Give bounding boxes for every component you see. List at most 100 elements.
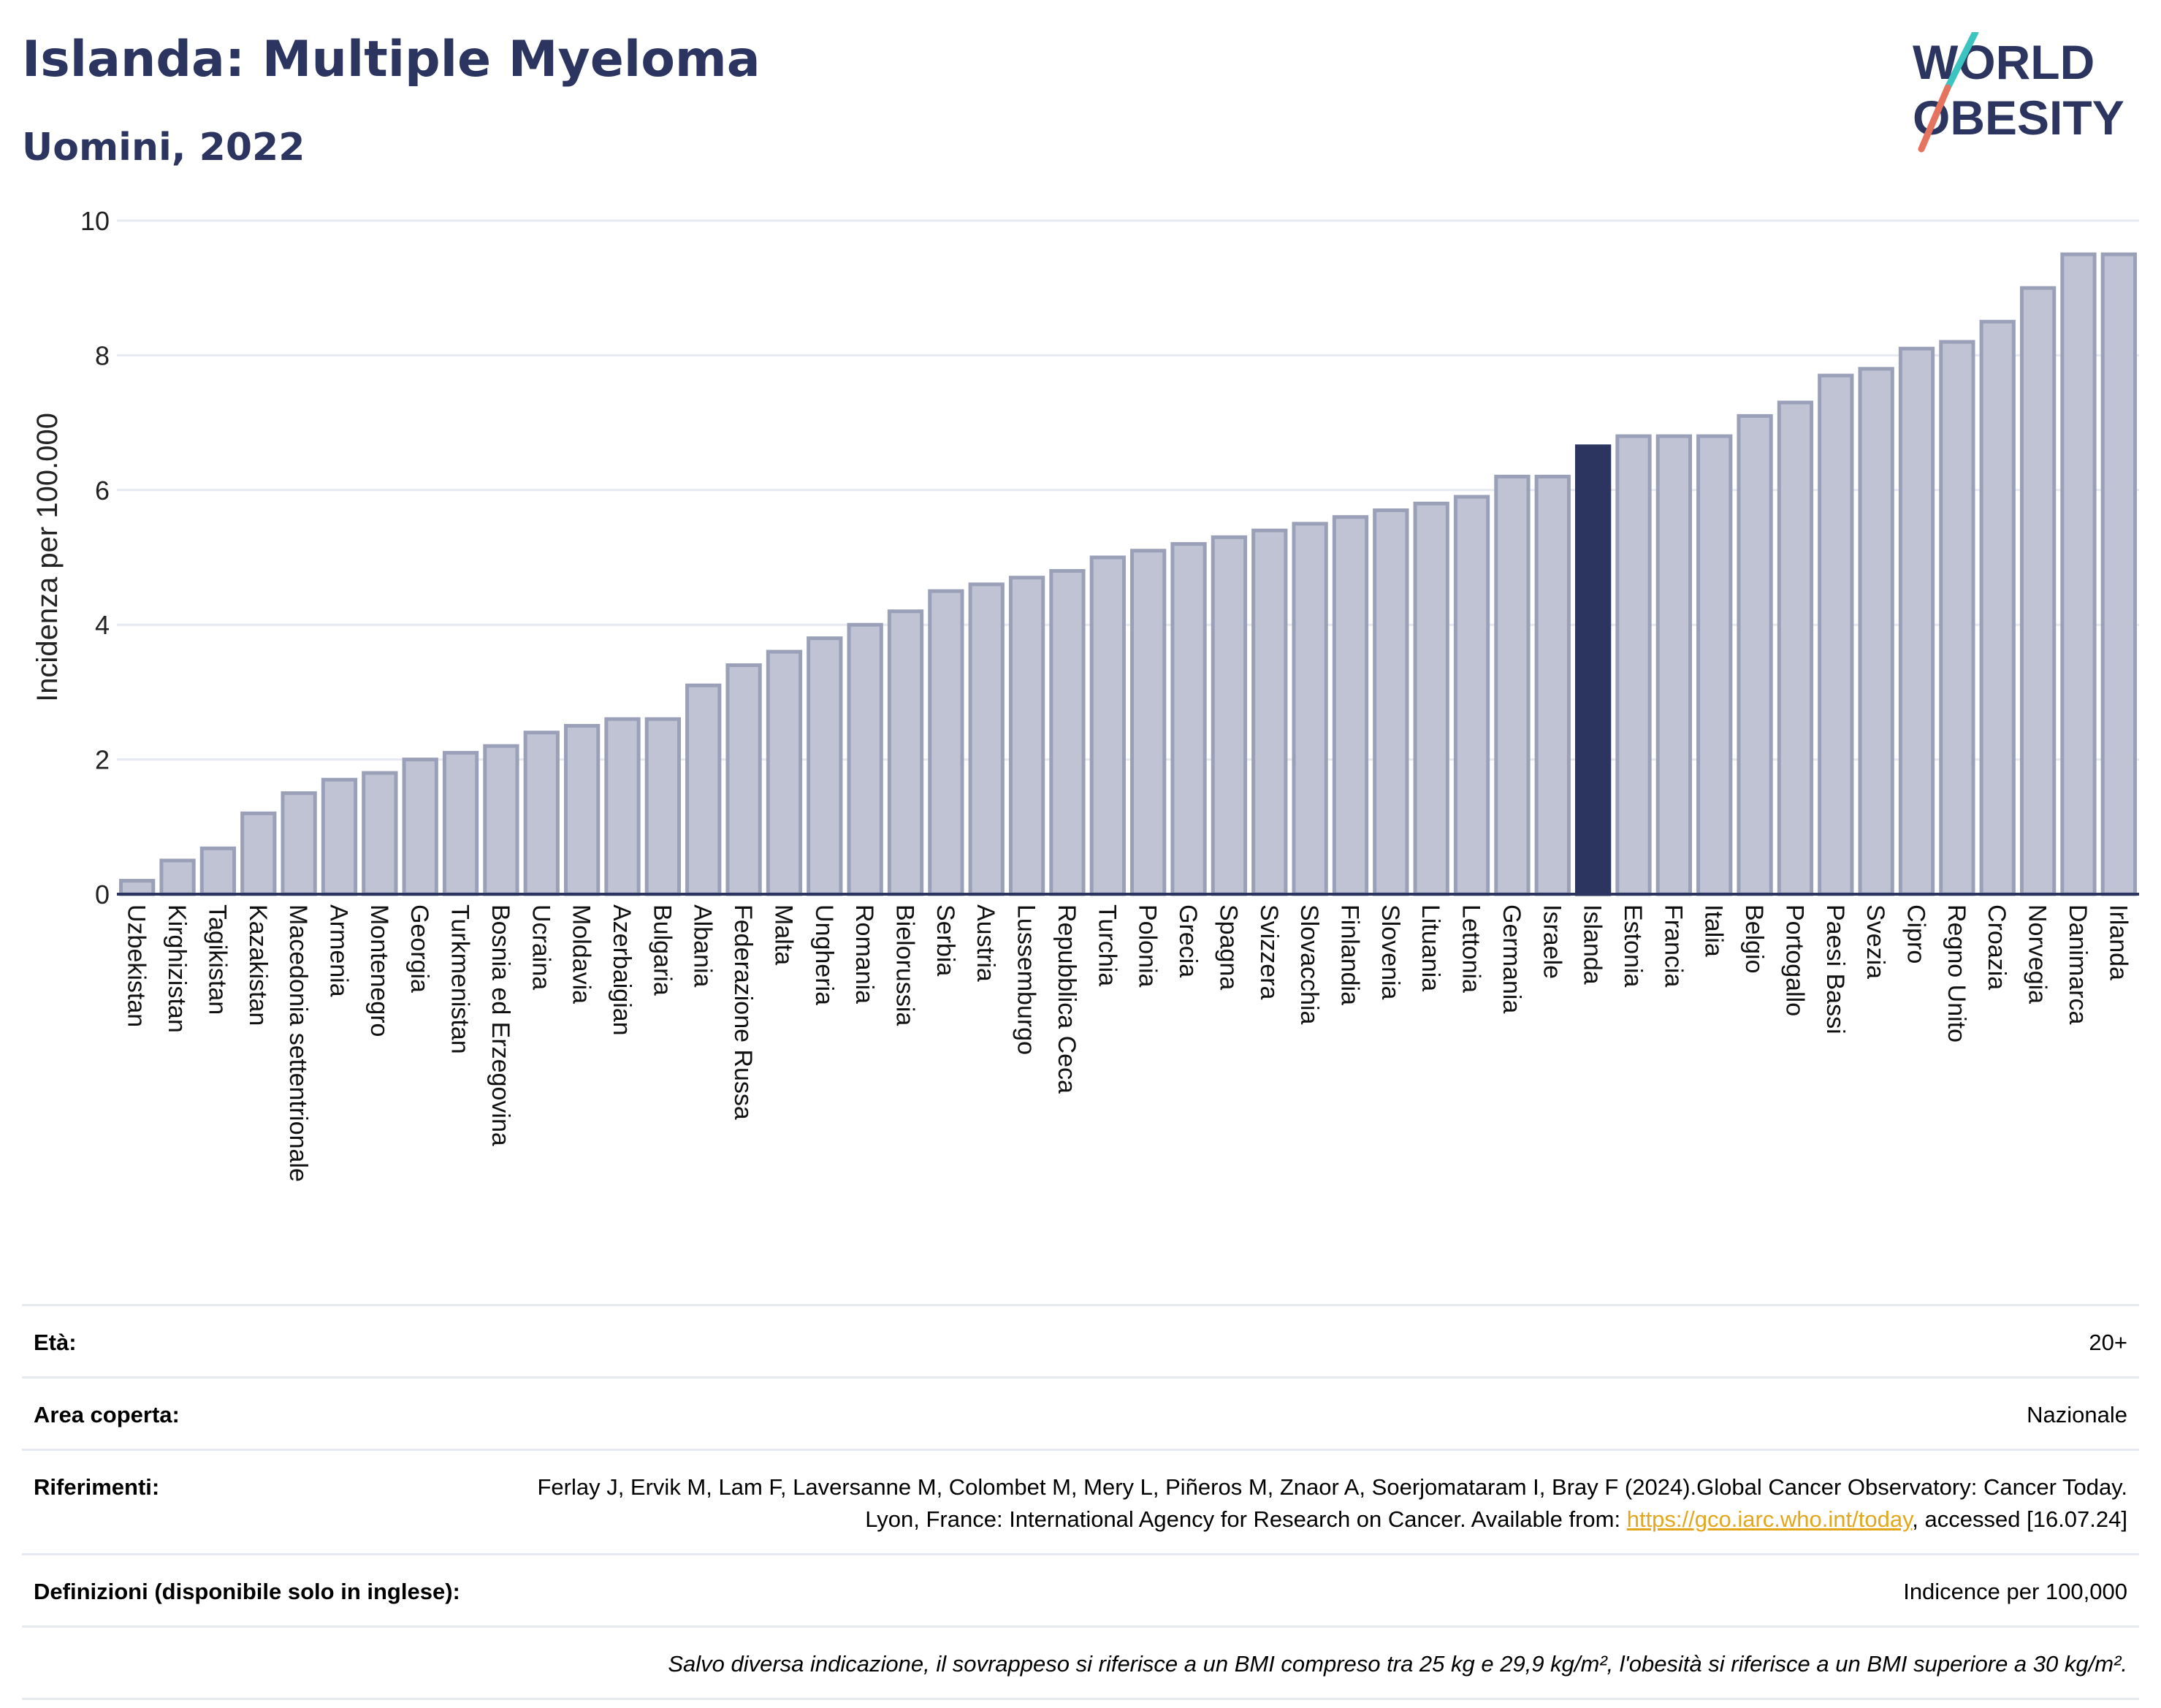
bar <box>604 717 641 896</box>
x-tick-label: Lituania <box>1417 904 1444 991</box>
y-tick-label: 8 <box>95 340 110 370</box>
bar <box>1170 542 1207 896</box>
references-link[interactable]: https://gco.iarc.who.int/today <box>1626 1506 1913 1532</box>
bar <box>1130 549 1167 896</box>
bar <box>1818 373 1854 896</box>
bar <box>563 724 601 896</box>
bar <box>847 622 883 896</box>
x-tick-label: Tagikistan <box>203 904 231 1015</box>
x-tick-label: Croazia <box>1983 904 2011 990</box>
bar <box>1939 340 1975 896</box>
bar <box>1292 522 1328 896</box>
bar <box>1615 434 1652 896</box>
bar <box>1251 528 1288 896</box>
x-tick-label: Spagna <box>1214 904 1242 990</box>
info-table: Età: 20+ Area coperta: Nazionale Riferim… <box>22 1304 2139 1700</box>
x-tick-label: Irlanda <box>2104 904 2132 980</box>
x-tick-label: Kirghizistan <box>163 904 191 1033</box>
x-tick-label: Moldavia <box>568 904 595 1004</box>
bar <box>1858 367 1894 896</box>
page-title: Islanda: Multiple Myeloma <box>22 31 761 88</box>
info-row-area: Area coperta: Nazionale <box>22 1376 2139 1449</box>
bar <box>968 582 1005 896</box>
x-tick-label: Paesi Bassi <box>1821 904 1849 1034</box>
bar <box>199 846 237 896</box>
references-label: Riferimenti: <box>34 1474 160 1500</box>
bar <box>644 717 682 896</box>
bar <box>1332 515 1369 896</box>
bar <box>2019 286 2057 896</box>
bar <box>523 731 560 896</box>
area-label: Area coperta: <box>34 1402 180 1427</box>
bar <box>321 777 358 896</box>
info-row-note: Salvo diversa indicazione, il sovrappeso… <box>22 1625 2139 1700</box>
x-tick-label: Cipro <box>1902 904 1930 964</box>
x-tick-label: Repubblica Ceca <box>1053 904 1080 1094</box>
x-tick-label: Ucraina <box>527 904 554 990</box>
obesity-note: Salvo diversa indicazione, il sovrappeso… <box>668 1651 2127 1677</box>
x-tick-label: Turchia <box>1093 904 1121 986</box>
x-tick-label: Macedonia settentrionale <box>284 904 312 1182</box>
x-tick-label: Lussemburgo <box>1013 904 1040 1055</box>
references-accessed: , accessed [16.07.24] <box>1912 1506 2127 1532</box>
x-tick-label: Montenegro <box>365 904 393 1037</box>
bar <box>1898 346 1935 896</box>
bar <box>1211 535 1248 896</box>
bar <box>1777 400 1814 896</box>
x-tick-label: Malta <box>769 904 797 965</box>
x-tick-label: Armenia <box>324 904 352 997</box>
bar <box>685 683 722 896</box>
x-tick-label: Svezia <box>1861 904 1889 979</box>
bar <box>362 771 398 896</box>
bar <box>1494 474 1531 896</box>
y-tick-label: 6 <box>95 476 110 506</box>
logo-line2: OBESITY <box>1913 91 2124 145</box>
x-tick-label: Estonia <box>1619 904 1647 987</box>
x-tick-label: Francia <box>1659 904 1687 987</box>
bar <box>766 649 803 896</box>
page-subtitle: Uomini, 2022 <box>22 126 305 169</box>
x-tick-label: Grecia <box>1174 904 1202 977</box>
x-tick-label: Islanda <box>1579 904 1607 985</box>
bar <box>240 811 277 896</box>
bar <box>1574 444 1612 896</box>
x-tick-label: Georgia <box>405 904 433 993</box>
bar <box>2100 252 2137 896</box>
x-tick-label: Italia <box>1700 904 1728 957</box>
x-tick-label: Norvegia <box>2024 904 2051 1004</box>
bar <box>442 750 479 896</box>
bar <box>1373 508 1409 896</box>
x-tick-label: Finlandia <box>1335 904 1363 1005</box>
x-tick-label: Kazakistan <box>244 904 272 1026</box>
x-tick-label: Bulgaria <box>648 904 676 996</box>
references-text: Ferlay J, Ervik M, Lam F, Laversanne M, … <box>537 1474 2127 1532</box>
bar <box>1979 319 2016 896</box>
bar <box>1696 434 1733 896</box>
x-tick-label: Svizzera <box>1255 904 1283 999</box>
world-obesity-logo: WORLD OBESITY <box>1913 32 2124 153</box>
bar <box>887 609 924 896</box>
bar <box>1534 474 1571 896</box>
bar <box>483 744 519 896</box>
x-tick-label: Slovenia <box>1376 904 1404 1000</box>
x-tick-label: Portogallo <box>1780 904 1808 1016</box>
x-tick-label: Romania <box>850 904 878 1004</box>
bar <box>1413 501 1449 896</box>
x-tick-label: Serbia <box>931 904 959 976</box>
x-tick-label: Ungheria <box>810 904 838 1005</box>
x-tick-label: Bosnia ed Erzegovina <box>487 904 514 1146</box>
x-tick-label: Regno Unito <box>1943 904 1970 1042</box>
references-value: Ferlay J, Ervik M, Lam F, Laversanne M, … <box>520 1471 2127 1536</box>
x-tick-label: Albania <box>689 904 717 988</box>
bar-chart: 0 2 4 6 8 10 Incidenza per 100.000 Uzbekistan Ki… <box>31 206 2139 1182</box>
definitions-label: Definizioni (disponibile solo in inglese… <box>34 1579 460 1604</box>
x-tick-label: Germania <box>1498 904 1525 1013</box>
info-row-eta: Età: 20+ <box>22 1304 2139 1376</box>
x-tick-label: Lettonia <box>1457 904 1485 993</box>
bar <box>1089 555 1126 896</box>
x-tick-label: Bielorussia <box>891 904 919 1026</box>
definitions-value: Indicence per 100,000 <box>1903 1579 2127 1604</box>
bar <box>1737 413 1773 896</box>
x-tick-label: Uzbekistan <box>123 904 150 1027</box>
y-tick-label: 0 <box>95 880 110 910</box>
